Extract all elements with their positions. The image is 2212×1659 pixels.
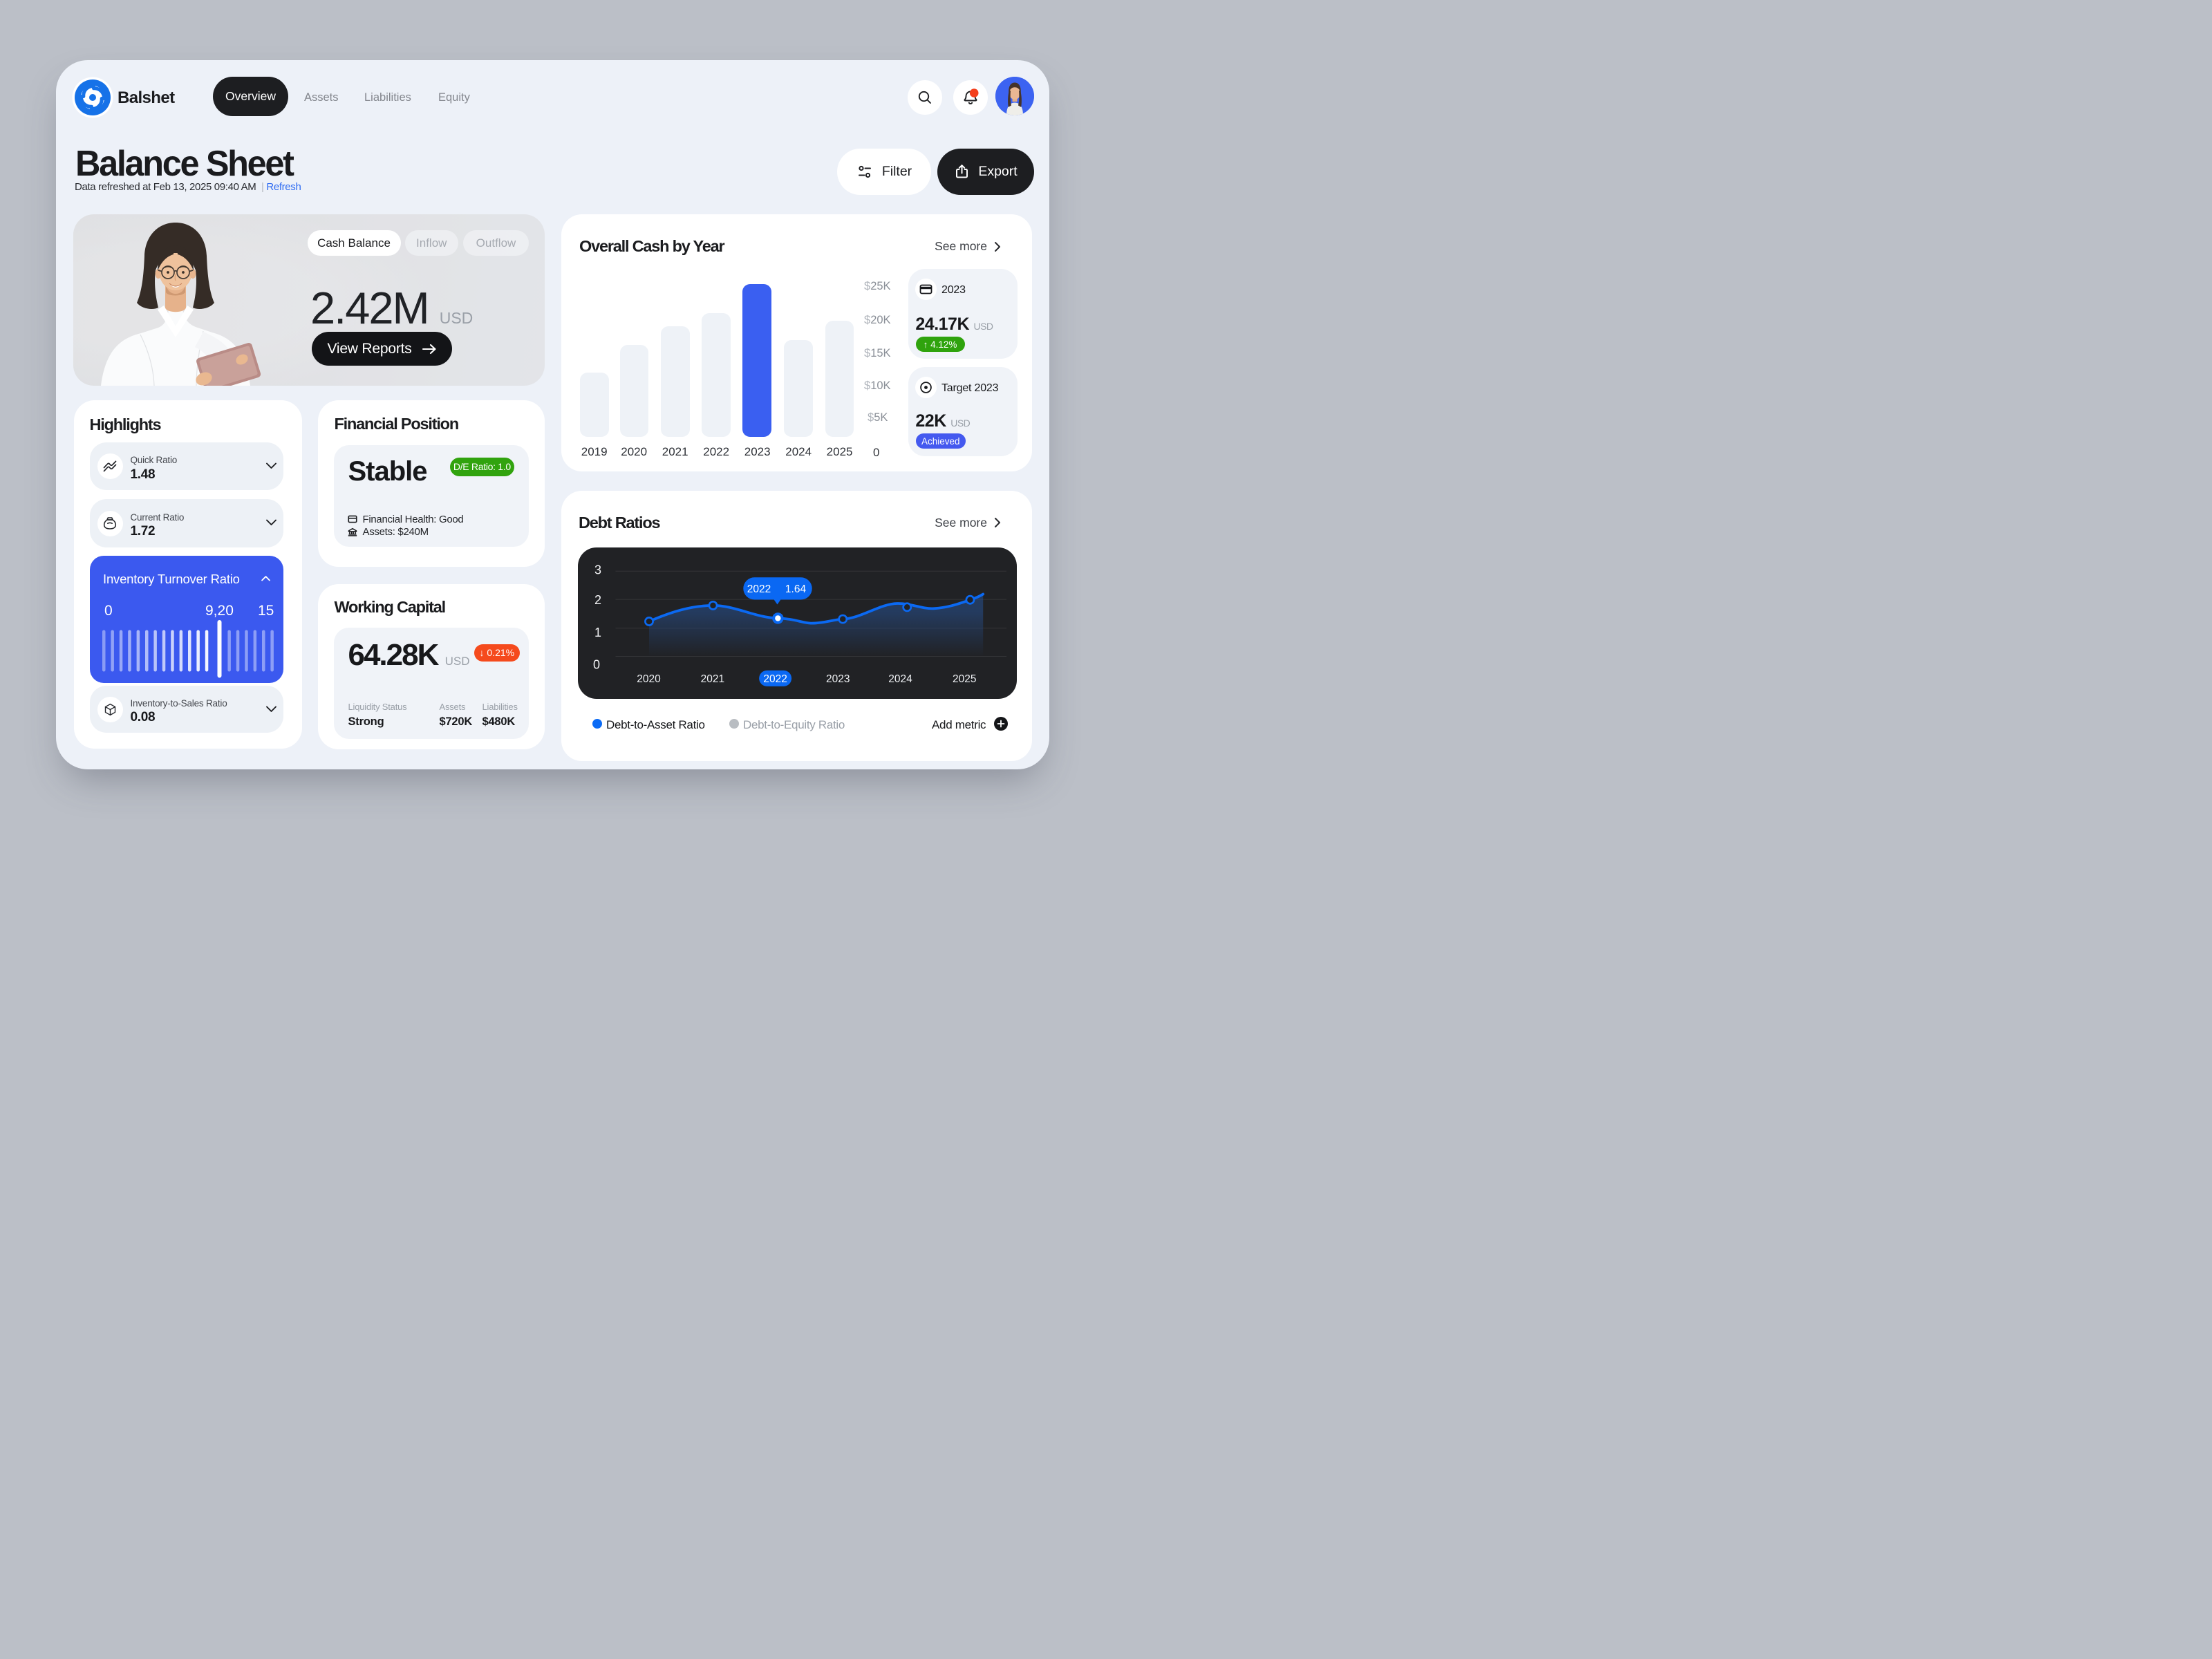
svg-text:3: 3 xyxy=(594,563,601,577)
svg-text:1: 1 xyxy=(594,625,601,639)
svg-text:2: 2 xyxy=(594,592,601,606)
svg-text:2021: 2021 xyxy=(701,673,724,685)
svg-text:2025: 2025 xyxy=(953,673,976,685)
svg-text:2024: 2024 xyxy=(888,673,912,685)
svg-text:0: 0 xyxy=(593,657,600,671)
svg-text:2020: 2020 xyxy=(637,673,661,685)
svg-text:2022: 2022 xyxy=(747,583,771,595)
svg-text:2022: 2022 xyxy=(763,673,787,685)
svg-text:2023: 2023 xyxy=(826,673,850,685)
svg-text:1.64: 1.64 xyxy=(785,583,807,595)
